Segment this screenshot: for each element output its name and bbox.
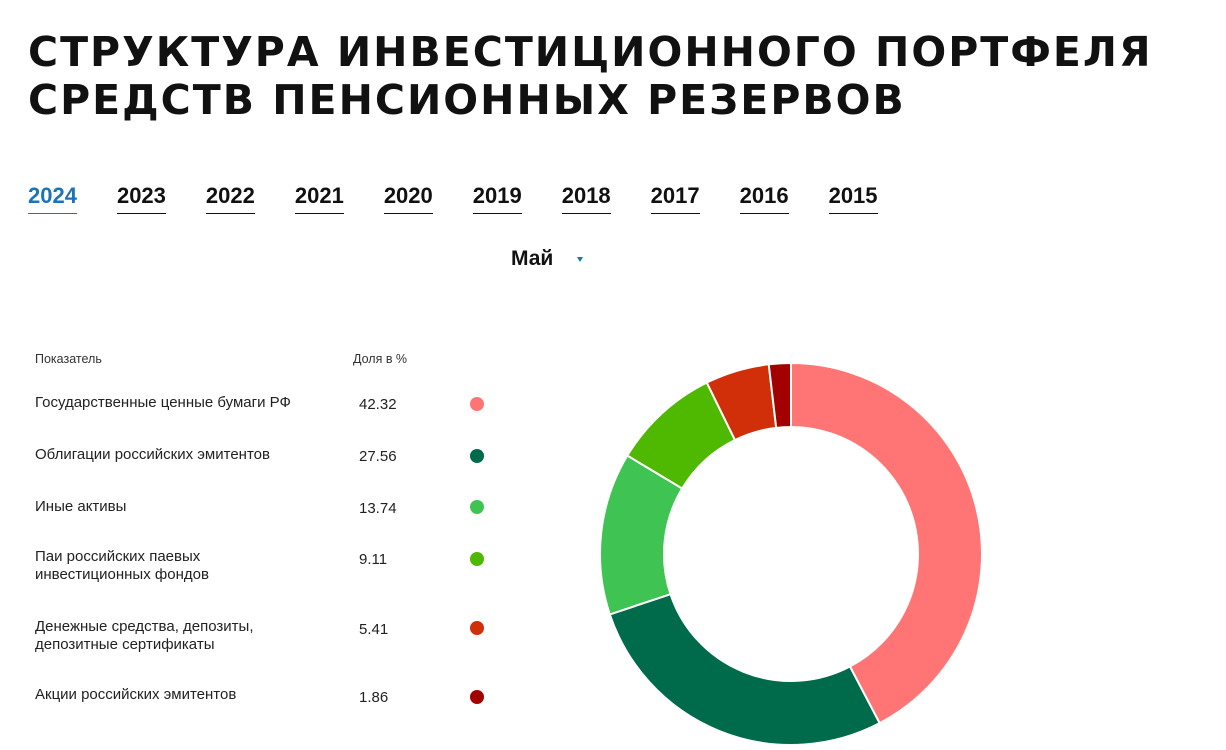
legend-label: Облигации российских эмитентов xyxy=(35,446,270,463)
legend-color-dot xyxy=(470,397,484,411)
legend-label: Паи российских паевых инвестиционных фон… xyxy=(35,548,209,583)
tab-year-2018[interactable]: 2018 xyxy=(561,182,611,214)
legend-label: Денежные средства, депозиты, депозитные … xyxy=(35,618,254,653)
page-title: Структура инвестиционного портфеля средс… xyxy=(28,28,1208,124)
year-tabs: 2024 2023 2022 2021 2020 2019 2018 2017 2016 2015 xyxy=(28,182,878,214)
tab-year-2015[interactable]: 2015 xyxy=(828,182,878,214)
legend-color-dot xyxy=(470,449,484,463)
legend-color-dot xyxy=(470,621,484,635)
month-select[interactable]: Май xyxy=(511,244,584,274)
legend-color-dot xyxy=(470,552,484,566)
tab-year-2023[interactable]: 2023 xyxy=(116,182,166,214)
tab-year-2017[interactable]: 2017 xyxy=(650,182,700,214)
legend-color-dot xyxy=(470,500,484,514)
legend-value: 27.56 xyxy=(359,448,397,465)
page-title-line-2: средств пенсионных резервов xyxy=(28,76,906,124)
legend-value: 1.86 xyxy=(359,689,389,706)
legend-value: 13.74 xyxy=(359,500,397,517)
legend-label: Иные активы xyxy=(35,498,127,515)
donut-chart-svg xyxy=(599,361,983,746)
tab-year-2021[interactable]: 2021 xyxy=(294,182,344,214)
tab-year-2016[interactable]: 2016 xyxy=(739,182,789,214)
tab-year-2022[interactable]: 2022 xyxy=(205,182,255,214)
legend-color-dot xyxy=(470,690,484,704)
donut-slice[interactable] xyxy=(767,361,792,429)
legend-value: 9.11 xyxy=(359,551,388,568)
tab-year-2019[interactable]: 2019 xyxy=(472,182,522,214)
chevron-down-icon xyxy=(577,256,584,262)
legend-label: Государственные ценные бумаги РФ xyxy=(35,394,291,411)
donut-chart xyxy=(599,361,983,746)
table-header-indicator: Показатель xyxy=(35,352,102,366)
month-select-value: Май xyxy=(511,247,554,270)
page-title-line-1: Структура инвестиционного портфеля xyxy=(28,28,1153,76)
tab-year-2020[interactable]: 2020 xyxy=(383,182,433,214)
legend-value: 5.41 xyxy=(359,621,389,638)
legend-label: Акции российских эмитентов xyxy=(35,686,237,703)
table-header-share: Доля в % xyxy=(353,352,408,366)
donut-slice[interactable] xyxy=(608,592,881,746)
tab-year-2024[interactable]: 2024 xyxy=(28,182,77,214)
donut-slice[interactable] xyxy=(790,361,983,725)
legend-value: 42.32 xyxy=(359,396,397,413)
